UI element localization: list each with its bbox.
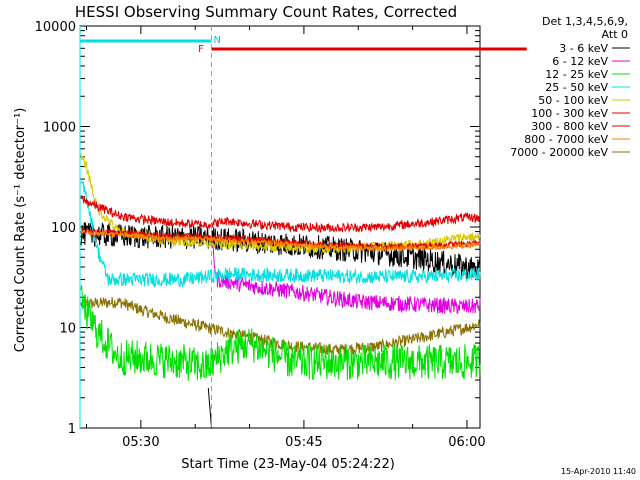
series-line: [80, 296, 481, 356]
legend-entry-label: 7000 - 20000 keV: [510, 146, 608, 159]
x-axis: 05:30 05:45 06:00: [86, 26, 486, 450]
legend-entry-label: 25 - 50 keV: [545, 81, 608, 94]
x-tick-label: 05:30: [122, 435, 159, 450]
legend-entry-label: 3 - 6 keV: [559, 42, 608, 55]
y-axis-label: Corrected Count Rate (s⁻¹ detector⁻¹): [13, 108, 28, 353]
chart-title: HESSI Observing Summary Count Rates, Cor…: [75, 3, 457, 21]
flare-annotation: F: [198, 44, 204, 55]
series-800-7000kev: [80, 228, 481, 253]
y-tick-label: 1000: [43, 121, 76, 136]
series-line: [80, 228, 481, 253]
series-tail: [207, 387, 212, 429]
legend-header: Det 1,3,4,5,6,9,: [542, 15, 628, 28]
series-12-25kev: [80, 285, 481, 381]
series-3-6kev: [80, 222, 481, 429]
legend-entry-label: 12 - 25 keV: [545, 68, 608, 81]
y-tick-label: 100: [51, 221, 76, 236]
legend-entry-label: 6 - 12 keV: [552, 55, 608, 68]
night-annotation: N: [214, 35, 221, 46]
series-100-300kev: [80, 195, 481, 233]
x-axis-label: Start Time (23-May-04 05:24:22): [181, 457, 395, 472]
legend-header: Att 0: [602, 28, 628, 41]
x-tick-label: 05:45: [285, 435, 322, 450]
legend-entry-label: 50 - 100 keV: [538, 94, 608, 107]
y-tick-label: 10000: [35, 20, 76, 35]
legend-entry-label: 800 - 7000 keV: [524, 133, 608, 146]
marker-layer: NF: [79, 26, 527, 428]
series-line: [80, 222, 481, 279]
series-layer: [80, 152, 481, 429]
y-tick-label: 1: [68, 422, 76, 437]
y-axis: 1 10 100 1000 10000: [35, 20, 480, 437]
y-tick-label: 10: [59, 322, 76, 337]
footer-timestamp: 15-Apr-2010 11:40: [561, 467, 636, 476]
legend-entry-label: 300 - 800 keV: [531, 120, 608, 133]
series-7000-20000kev: [80, 296, 481, 356]
series-300-800kev: [80, 227, 481, 251]
series-line: [80, 195, 481, 233]
x-tick-label: 06:00: [448, 435, 485, 450]
series-line: [80, 285, 481, 381]
series-25-50kev: [80, 180, 481, 289]
series-line: [80, 180, 481, 289]
series-line: [211, 241, 481, 315]
series-6-12kev: [211, 241, 481, 315]
plot-area: 05:30 05:45 06:00 1 10 100 1000 10000 NF: [35, 20, 527, 450]
series-line: [80, 227, 481, 251]
legend-entry-label: 100 - 300 keV: [531, 107, 608, 120]
